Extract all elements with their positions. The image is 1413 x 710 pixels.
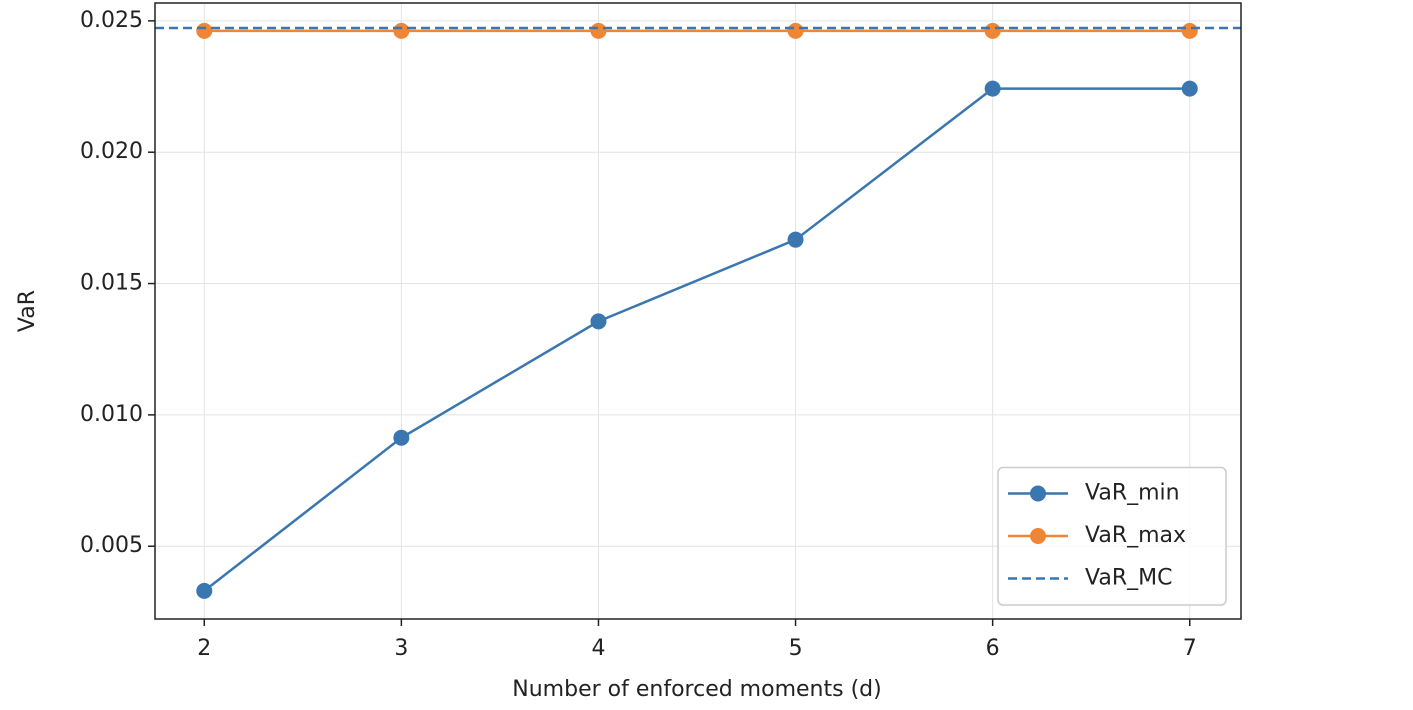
legend-label: VaR_min	[1085, 481, 1180, 506]
data-point	[984, 22, 1001, 39]
y-tick-label: 0.010	[80, 402, 143, 427]
x-tick-label: 7	[1183, 636, 1197, 661]
legend-label: VaR_MC	[1085, 566, 1172, 591]
data-point	[1181, 22, 1198, 39]
data-point	[984, 80, 1001, 97]
data-point	[196, 22, 213, 39]
y-tick-label: 0.015	[80, 271, 143, 296]
data-point	[196, 582, 213, 599]
legend: VaR_min VaR_max VaR_MC	[997, 466, 1227, 606]
x-tick-label: 3	[394, 636, 408, 661]
x-tick-label: 5	[789, 636, 803, 661]
plot-frame	[154, 2, 1242, 620]
data-point	[393, 22, 410, 39]
y-tick-label: 0.025	[80, 8, 143, 33]
x-tick-label: 4	[591, 636, 605, 661]
data-point	[787, 22, 804, 39]
y-tick-label: 0.005	[80, 533, 143, 558]
data-point	[590, 313, 607, 330]
y-tick-label: 0.020	[80, 139, 143, 164]
data-point	[393, 429, 410, 446]
data-point	[1181, 80, 1198, 97]
legend-marker	[1030, 528, 1046, 544]
data-point	[590, 22, 607, 39]
legend-marker	[1030, 485, 1046, 502]
legend-label: VaR_max	[1085, 523, 1186, 548]
data-point	[787, 231, 804, 248]
x-axis-label: Number of enforced moments (d)	[512, 677, 881, 702]
x-tick-label: 2	[197, 636, 211, 661]
legend-box	[997, 466, 1227, 606]
series-line	[203, 87, 1190, 592]
x-tick-label: 6	[986, 636, 1000, 661]
y-axis-label: VaR	[15, 290, 40, 332]
